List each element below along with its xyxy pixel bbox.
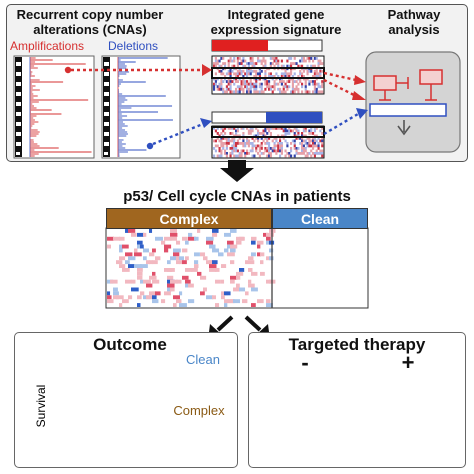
- therapy-panel: [248, 332, 466, 468]
- therapy-title: Targeted therapy: [288, 335, 426, 354]
- down-arrow-icon: [220, 160, 254, 182]
- cna-title-line1: Recurrent copy number: [16, 7, 164, 22]
- pathway-title-line1: Pathway: [387, 7, 441, 22]
- amplifications-label: Amplifications: [10, 39, 85, 53]
- amplification-genome-plot: [13, 55, 95, 159]
- complex-header: Complex: [106, 208, 272, 229]
- survival-axis-label: Survival: [34, 384, 48, 428]
- clean-header: Clean: [272, 208, 368, 229]
- outcome-panel: [14, 332, 238, 468]
- amplification-connector: [64, 64, 366, 100]
- amplification-signature: [211, 39, 325, 95]
- deletion-signature: [211, 111, 325, 159]
- deletion-connector: [146, 108, 368, 150]
- outcome-title: Outcome: [93, 335, 167, 354]
- cna-title-line2: alterations (CNAs): [33, 22, 147, 37]
- clean-curve-label: Clean: [186, 352, 220, 367]
- deletions-label: Deletions: [108, 39, 159, 53]
- middle-title: p53/ Cell cycle CNAs in patients: [123, 188, 351, 205]
- deletion-genome-plot: [101, 55, 181, 159]
- pathway-title-line2: analysis: [388, 22, 440, 37]
- pathway-diagram: [365, 51, 461, 153]
- treated-sign: +: [401, 350, 415, 375]
- signature-title-line1: Integrated gene: [227, 7, 325, 22]
- untreated-sign: -: [301, 350, 309, 375]
- signature-title-line2: expression signature: [210, 22, 342, 37]
- complex-curve-label: Complex: [173, 403, 225, 418]
